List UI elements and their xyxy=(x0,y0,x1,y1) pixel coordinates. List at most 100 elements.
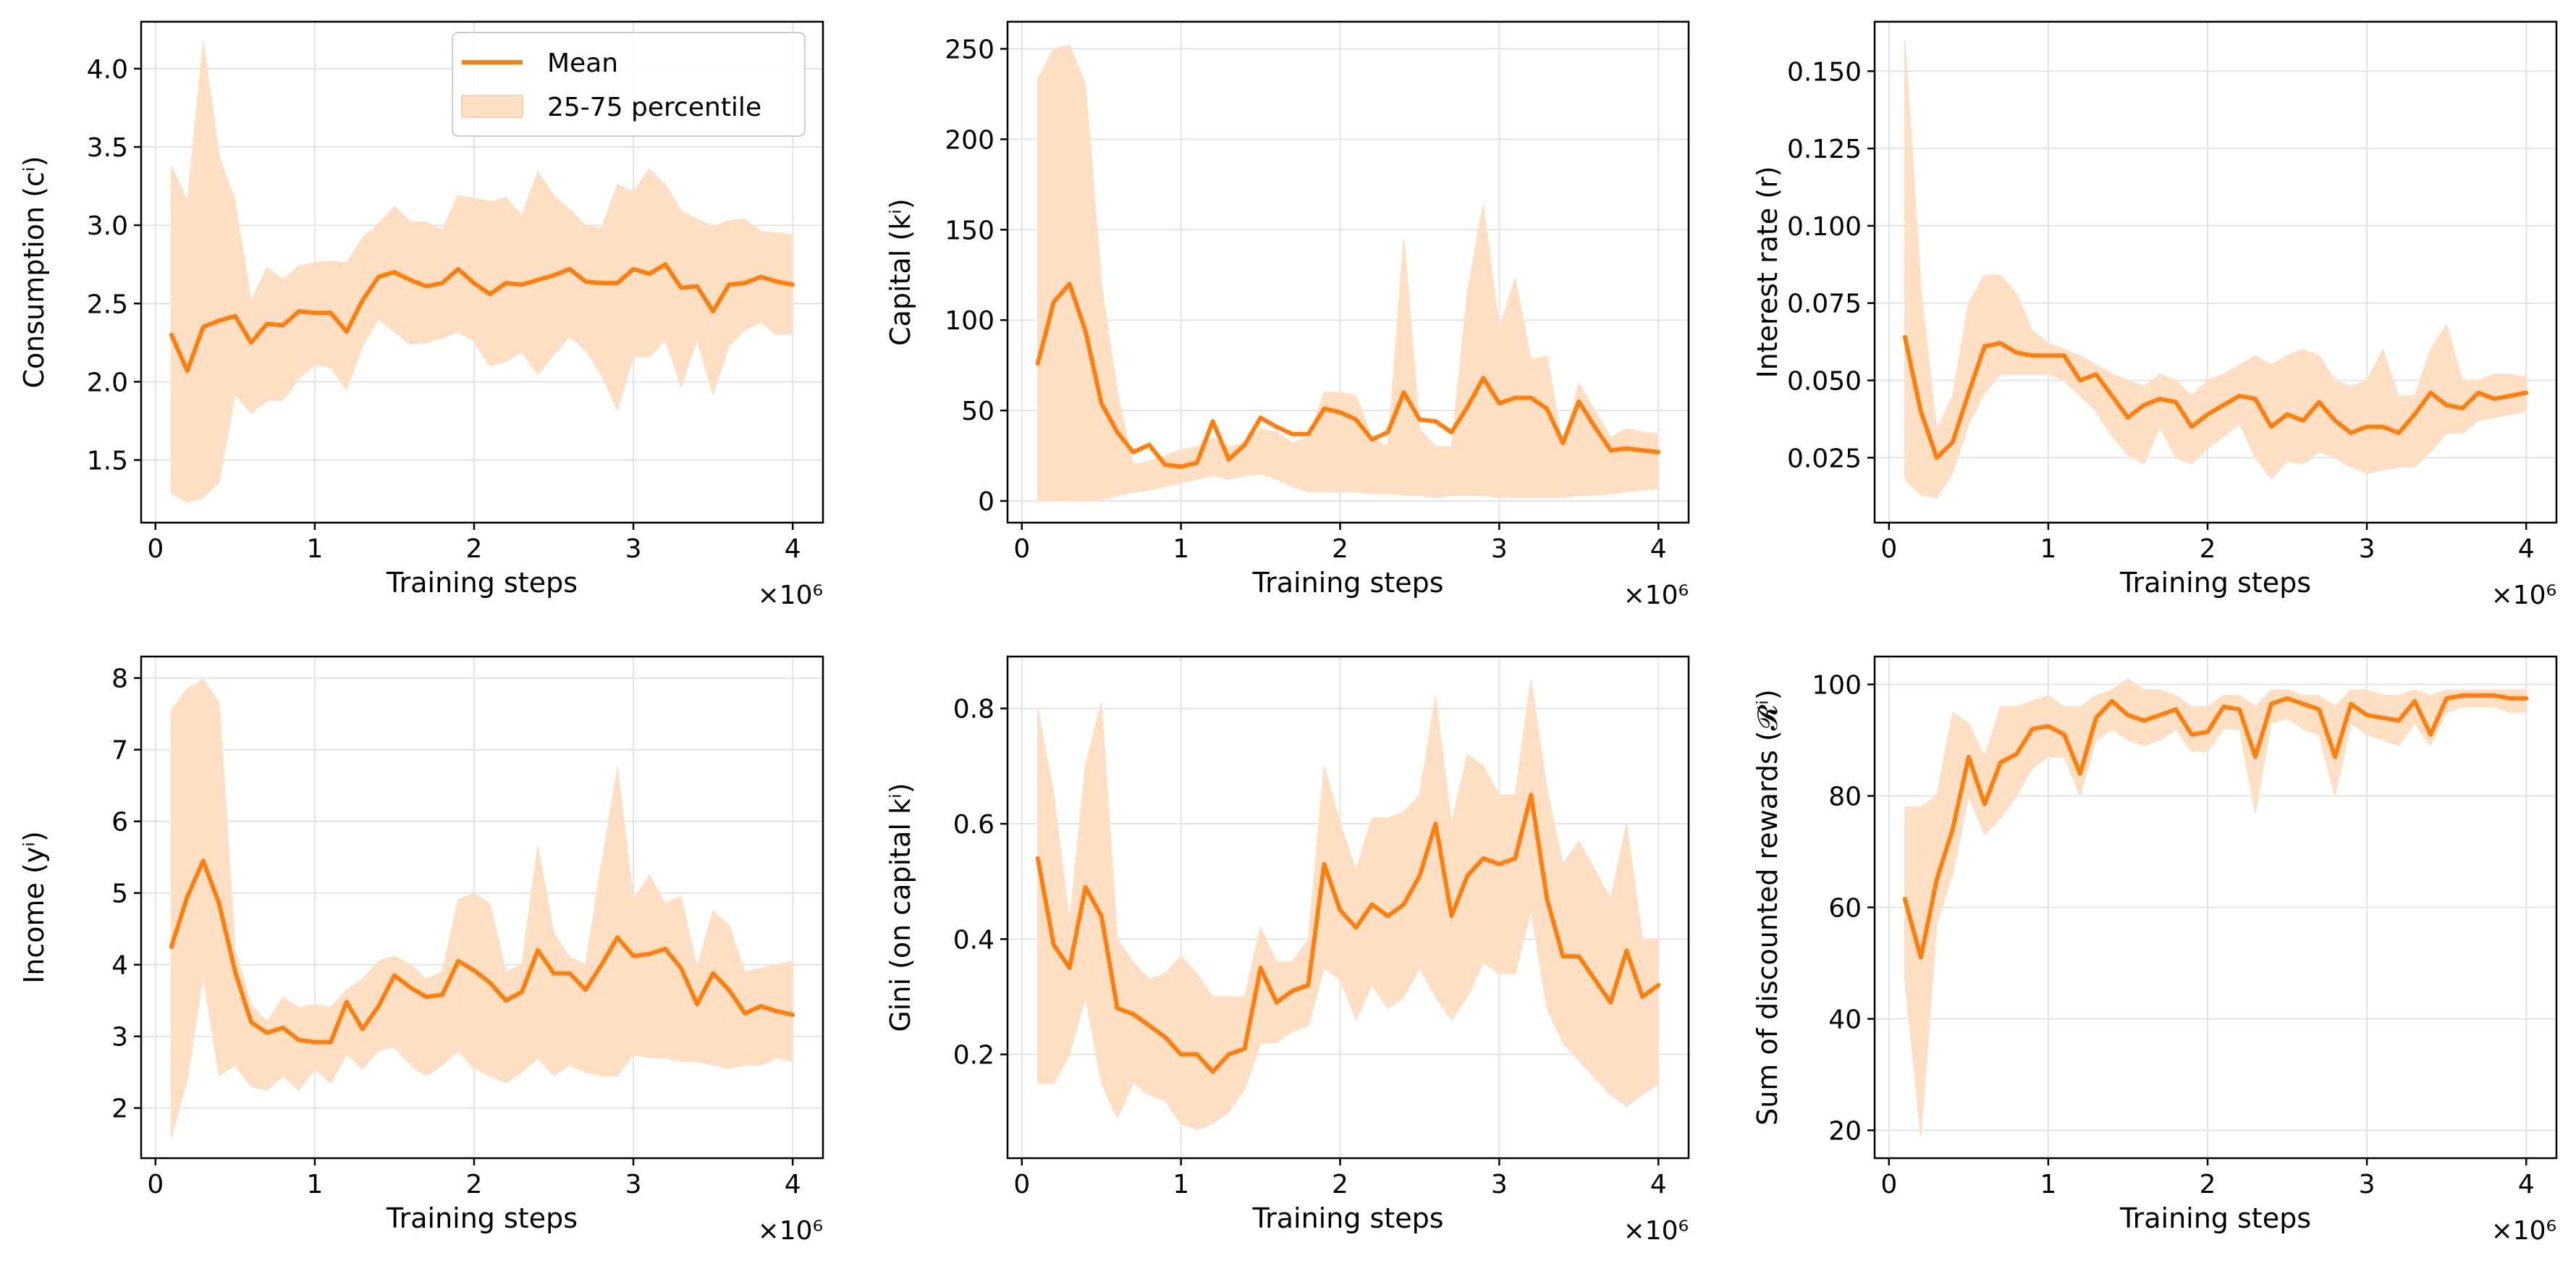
x-tick-label: 4 xyxy=(785,1170,801,1199)
x-tick-label: 3 xyxy=(625,534,642,564)
y-tick-label: 3.5 xyxy=(87,133,128,163)
percentile-band-consumption xyxy=(171,41,793,503)
percentile-band-rewards xyxy=(1904,678,2527,1136)
x-tick-label: 1 xyxy=(1173,1170,1189,1199)
x-tick-label: 2 xyxy=(1332,534,1348,564)
y-tick-label: 0.100 xyxy=(1787,212,1862,242)
axes-frame xyxy=(140,20,824,524)
x-axis-label: Training steps xyxy=(386,1202,578,1234)
y-tick-label: 0.2 xyxy=(953,1041,994,1071)
y-tick-label: 6 xyxy=(111,808,128,838)
x-tick-label: 0 xyxy=(1880,1170,1897,1199)
x-axis-multiplier: ×10⁶ xyxy=(758,1216,823,1246)
y-tick-label: 80 xyxy=(1828,782,1862,812)
axes-frame xyxy=(1006,655,1690,1160)
panel-consumption: 0 1 2 3 4 1.5 2.0 2.5 3.0 3.5 4.0 Training steps ×10… xyxy=(18,20,824,610)
mean-line-income xyxy=(169,859,795,1045)
x-tick-label: 2 xyxy=(1332,1170,1348,1199)
x-axis-multiplier: ×10⁶ xyxy=(758,581,823,610)
x-tick-label: 4 xyxy=(1650,1170,1667,1199)
x-axis-multiplier: ×10⁶ xyxy=(1623,1216,1689,1246)
x-tick-label: 3 xyxy=(1491,534,1508,564)
x-tick-label: 3 xyxy=(2359,1170,2376,1199)
y-tick-label: 50 xyxy=(961,397,994,426)
x-tick-label: 0 xyxy=(147,534,164,564)
y-tick-label: 0.150 xyxy=(1787,57,1862,87)
x-tick-label: 2 xyxy=(466,534,483,564)
mean-line-interest xyxy=(1902,334,2529,460)
y-tick-label: 8 xyxy=(111,665,128,694)
x-tick-label: 4 xyxy=(1650,534,1667,564)
y-tick-label: 3.0 xyxy=(87,211,128,241)
y-tick-label: 0.050 xyxy=(1787,367,1862,397)
x-axis-multiplier: ×10⁶ xyxy=(2491,581,2556,610)
legend-band-label: 25-75 percentile xyxy=(547,93,761,122)
legend-box xyxy=(452,32,806,137)
y-tick-label: 60 xyxy=(1828,894,1862,924)
x-tick-label: 1 xyxy=(2040,1170,2056,1199)
x-tick-label: 0 xyxy=(1013,534,1030,564)
panel-rewards: 0 1 2 3 4 20 40 60 80 100 Training steps ×10⁶ Sum of… xyxy=(1752,655,2558,1246)
x-axis-label: Training steps xyxy=(1251,567,1443,599)
y-axis-label: Gini (on capital kⁱ) xyxy=(884,782,916,1032)
x-tick-label: 2 xyxy=(2200,534,2216,564)
y-tick-label: 40 xyxy=(1828,1005,1862,1035)
y-tick-label: 5 xyxy=(111,879,128,909)
y-axis-label: Sum of discounted rewards (𝓡ⁱ) xyxy=(1752,689,1783,1126)
panel-capital: 0 1 2 3 4 0 50 100 150 200 250 Training steps ×10⁶ Ca… xyxy=(884,20,1690,610)
x-tick-label: 0 xyxy=(1880,534,1897,564)
mean-line-capital xyxy=(1035,282,1661,469)
y-tick-label: 0.8 xyxy=(953,695,994,725)
percentile-band-gini xyxy=(1037,679,1659,1130)
axes-frame xyxy=(1873,20,2558,524)
y-tick-label: 4 xyxy=(111,951,128,981)
x-tick-label: 1 xyxy=(1173,534,1189,564)
y-tick-label: 200 xyxy=(945,125,994,155)
mean-line-consumption xyxy=(169,262,795,374)
x-axis-label: Training steps xyxy=(386,567,578,599)
percentile-band-interest xyxy=(1904,40,2527,499)
x-tick-label: 3 xyxy=(1491,1170,1508,1199)
x-axis-multiplier: ×10⁶ xyxy=(1623,581,1689,610)
y-tick-label: 250 xyxy=(945,35,994,64)
y-axis-label: Consumption (cⁱ) xyxy=(18,156,50,388)
x-axis-multiplier: ×10⁶ xyxy=(2491,1216,2556,1246)
y-tick-label: 0.4 xyxy=(953,925,994,955)
x-axis-label: Training steps xyxy=(2119,567,2311,599)
y-tick-label: 100 xyxy=(945,306,994,336)
y-axis-label: Capital (kⁱ) xyxy=(884,198,916,346)
y-tick-label: 4.0 xyxy=(87,55,128,85)
y-tick-label: 0.025 xyxy=(1787,444,1862,473)
axes-frame xyxy=(1006,20,1690,524)
x-tick-label: 3 xyxy=(2359,534,2376,564)
panel-interest: 0 1 2 3 4 0.025 0.050 0.075 0.100 0.125 0.150 Train… xyxy=(1752,20,2558,610)
mean-line-gini xyxy=(1035,793,1661,1074)
y-tick-label: 2 xyxy=(111,1094,128,1124)
x-tick-label: 1 xyxy=(2040,534,2056,564)
x-axis-label: Training steps xyxy=(2119,1202,2311,1234)
x-tick-label: 4 xyxy=(2518,1170,2535,1199)
y-tick-label: 0.075 xyxy=(1787,290,1862,319)
x-tick-label: 4 xyxy=(785,534,801,564)
legend: Mean 25-75 percentile xyxy=(452,32,806,137)
x-tick-label: 0 xyxy=(1013,1170,1030,1199)
axes-frame xyxy=(140,655,824,1160)
x-tick-label: 2 xyxy=(466,1170,483,1199)
y-tick-label: 2.0 xyxy=(87,368,128,397)
y-axis-label: Interest rate (r) xyxy=(1752,166,1783,378)
legend-band-swatch xyxy=(461,95,523,118)
percentile-band-income xyxy=(171,678,793,1137)
x-tick-label: 3 xyxy=(625,1170,642,1199)
x-tick-label: 0 xyxy=(147,1170,164,1199)
y-tick-label: 0.125 xyxy=(1787,135,1862,164)
panel-income: 0 1 2 3 4 2 3 4 5 6 7 8 Training steps ×10⁶ Income (yⁱ… xyxy=(18,655,824,1246)
legend-mean-label: Mean xyxy=(547,48,618,78)
mean-line-rewards xyxy=(1902,693,2529,960)
y-tick-label: 20 xyxy=(1828,1117,1862,1147)
y-tick-label: 150 xyxy=(945,216,994,245)
y-tick-label: 0.6 xyxy=(953,810,994,840)
y-tick-label: 3 xyxy=(111,1023,128,1052)
y-tick-label: 100 xyxy=(1812,671,1862,701)
x-tick-label: 1 xyxy=(306,1170,323,1199)
